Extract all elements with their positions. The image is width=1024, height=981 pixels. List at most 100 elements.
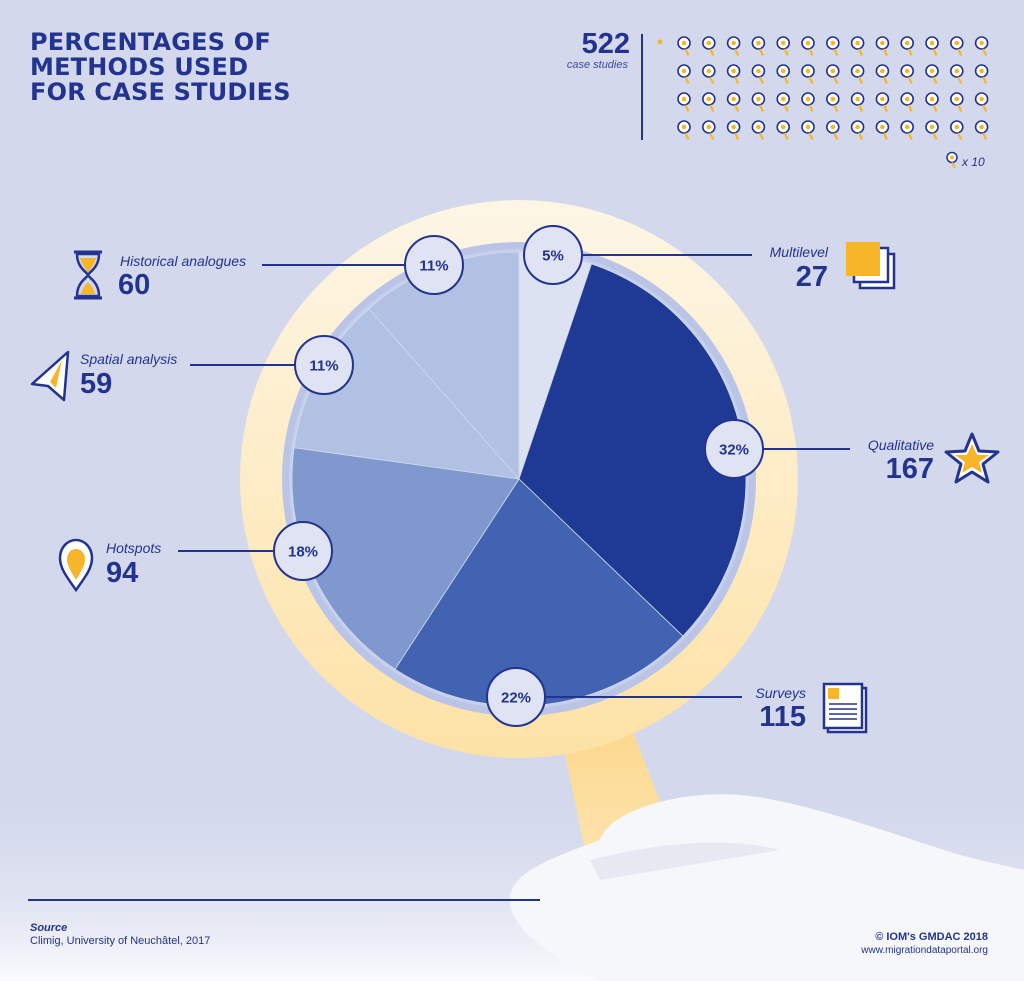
magnifier-unit-icon — [751, 64, 766, 84]
percent-bubbles: 5% 32% 22% 18% 11% 11% — [273, 225, 764, 727]
label-connectors — [178, 254, 850, 698]
magnifier-unit-icon — [726, 36, 741, 56]
magnifier-unit-icon — [850, 92, 865, 112]
map-pin-icon — [58, 538, 94, 593]
magnifier-unit-icon — [974, 120, 989, 140]
magnifier-unit-icon — [974, 36, 989, 56]
magnifier-unit-icon — [726, 120, 741, 140]
unit-note: x 10 — [962, 155, 985, 169]
magnifier-unit-icon — [925, 64, 939, 84]
label-multilevel: Multilevel — [769, 244, 828, 260]
magnifier-unit-icon — [925, 92, 939, 112]
value-surveys: 115 — [759, 701, 806, 733]
label-spatial-analysis: Spatial analysis — [80, 351, 178, 367]
title-line: PERCENTAGES OF — [30, 28, 271, 56]
magnifier-unit-icon — [925, 120, 939, 140]
percent-bubble-spatial-analysis — [294, 335, 354, 395]
magnifier-unit-icon — [850, 120, 865, 140]
magnifier-unit-icon — [701, 120, 716, 140]
magnifier-unit-icon — [751, 92, 766, 112]
magnifier-unit-icon — [850, 64, 865, 84]
magnifier-unit-icon — [677, 64, 691, 84]
magnifier-unit-icon — [801, 92, 815, 112]
magnifier-unit-icon — [776, 92, 791, 112]
percent-label-qualitative: 32% — [719, 442, 749, 459]
magnifier-unit-icon — [776, 36, 791, 56]
percent-label-hotspots: 18% — [288, 544, 318, 561]
source-title: Source — [30, 922, 68, 934]
value-multilevel: 27 — [795, 261, 828, 293]
hourglass-icon — [74, 250, 102, 300]
percent-bubble-multilevel — [523, 225, 583, 285]
magnifier-unit-icon — [875, 64, 890, 84]
stacked-squares-icon — [846, 242, 896, 290]
pie-slices — [291, 251, 747, 707]
magnifier-unit-icon — [825, 36, 840, 56]
total-case-studies-caption: case studies — [566, 59, 628, 71]
value-qualitative: 167 — [885, 453, 934, 485]
magnifier-unit-icon — [801, 120, 815, 140]
magnifier-unit-icon — [946, 151, 958, 169]
remainder-dot — [657, 39, 663, 45]
magnifier-unit-icon — [801, 36, 815, 56]
magnifier-unit-icon — [974, 64, 989, 84]
document-icon — [822, 682, 868, 734]
percent-bubble-surveys — [486, 667, 546, 727]
percent-bubble-hotspots — [273, 521, 333, 581]
magnifier-unit-icon — [875, 120, 890, 140]
magnifier-unit-icon — [677, 120, 691, 140]
magnifier-unit-icon — [949, 120, 964, 140]
magnifier-unit-icon — [875, 36, 890, 56]
magnifier-unit-icon — [825, 92, 840, 112]
magnifier-unit-icon — [677, 36, 691, 56]
percent-label-surveys: 22% — [501, 690, 531, 707]
value-spatial-analysis: 59 — [80, 368, 113, 400]
percent-label-spatial-analysis: 11% — [309, 358, 338, 375]
label-historical-analogues: Historical analogues — [120, 253, 247, 269]
magnifier-unit-icon — [751, 120, 766, 140]
magnifier-unit-icon — [701, 36, 716, 56]
magnifier-unit-icon — [801, 64, 815, 84]
magnifier-unit-icon — [726, 92, 741, 112]
magnifier-unit-icon — [974, 92, 989, 112]
total-case-studies-value: 522 — [581, 28, 630, 60]
magnifier-unit-icon — [850, 36, 865, 56]
percent-label-multilevel: 5% — [542, 248, 564, 265]
percent-bubble-qualitative — [704, 419, 764, 479]
hand — [509, 794, 1024, 981]
magnifier-unit-icon — [900, 92, 915, 112]
magnifier-unit-icon — [949, 64, 964, 84]
magnifier-unit-icon — [925, 36, 939, 56]
count-divider — [641, 34, 643, 140]
magnifier-unit-icon — [900, 120, 915, 140]
case-study-icon-grid — [657, 36, 989, 140]
value-historical-analogues: 60 — [118, 269, 151, 301]
magnifier-unit-icon — [677, 92, 691, 112]
magnifier-unit-icon — [825, 120, 840, 140]
magnifier-unit-icon — [776, 64, 791, 84]
magnifier-unit-icon — [875, 92, 890, 112]
magnifier-unit-icon — [776, 120, 791, 140]
source-text: Climig, University of Neuchâtel, 2017 — [30, 935, 211, 947]
magnifier-unit-icon — [701, 92, 716, 112]
magnifier-unit-icon — [751, 36, 766, 56]
hand-shadow — [590, 842, 780, 880]
magnifier-unit-icon — [949, 36, 964, 56]
percent-bubble-historical-analogues — [404, 235, 464, 295]
label-surveys: Surveys — [755, 685, 806, 701]
magnifier-unit-icon — [900, 36, 915, 56]
percent-label-historical-analogues: 11% — [419, 258, 448, 275]
title-line: METHODS USED — [30, 53, 249, 81]
magnifier-unit-icon — [900, 64, 915, 84]
credit-url[interactable]: www.migrationdataportal.org — [861, 945, 988, 956]
star-icon — [944, 432, 1000, 484]
value-hotspots: 94 — [106, 557, 139, 589]
navigation-arrow-icon — [30, 350, 70, 402]
magnifier-unit-icon — [949, 92, 964, 112]
magnifier-unit-icon — [825, 64, 840, 84]
label-qualitative: Qualitative — [867, 437, 934, 453]
title-line: FOR CASE STUDIES — [30, 78, 291, 106]
label-hotspots: Hotspots — [106, 540, 162, 556]
magnifier-unit-icon — [701, 64, 716, 84]
